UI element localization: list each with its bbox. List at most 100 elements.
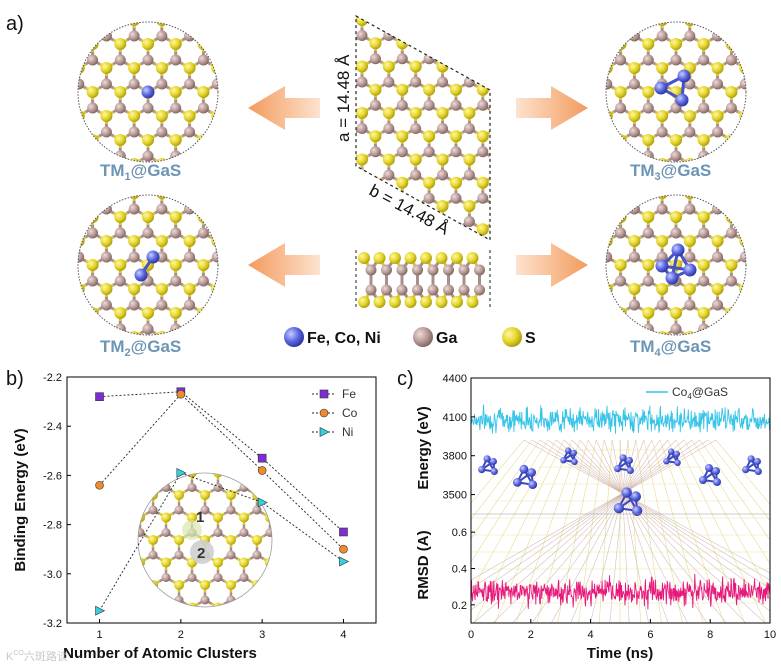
s-atom xyxy=(358,252,370,264)
bond-s xyxy=(202,307,212,315)
bond-ga xyxy=(583,12,590,16)
bond-s xyxy=(586,136,593,140)
s-atom xyxy=(225,86,237,98)
s-atom xyxy=(642,134,655,146)
bond-ga xyxy=(315,59,322,63)
ga-atom xyxy=(427,284,439,296)
bond-ga xyxy=(328,222,335,226)
s-atom xyxy=(382,60,395,73)
bond-ga xyxy=(416,315,423,319)
bond-s xyxy=(58,261,65,265)
bond-ga xyxy=(523,82,530,86)
co4-cluster-snapshot xyxy=(663,448,681,466)
s-atom xyxy=(697,259,710,271)
bond-s xyxy=(550,156,557,160)
bond-ga xyxy=(496,315,503,319)
bond-s xyxy=(724,165,731,169)
bond-s xyxy=(530,318,537,322)
bond-s xyxy=(296,559,302,563)
s-atom xyxy=(697,307,710,319)
bond-ga xyxy=(565,281,572,285)
panel-letter-c: c) xyxy=(397,368,414,390)
tm4-cluster xyxy=(655,243,697,285)
bond-s xyxy=(583,39,590,43)
s-atom xyxy=(382,16,395,26)
ga-atom xyxy=(170,7,181,18)
ga-atom xyxy=(289,7,300,18)
ga-atom xyxy=(170,199,181,210)
bond-ga xyxy=(155,180,162,184)
bond-s xyxy=(543,249,550,253)
bond-s xyxy=(461,16,471,22)
bond-ga xyxy=(475,57,484,64)
bond-s xyxy=(328,156,335,160)
ga-atom xyxy=(642,227,654,239)
ga-atom xyxy=(114,102,126,114)
ga-atom xyxy=(59,324,70,335)
s-atom xyxy=(477,316,489,328)
bond-ga xyxy=(702,327,712,335)
s-atom xyxy=(251,490,262,500)
s-atom xyxy=(642,86,655,98)
trace-energy xyxy=(471,404,770,434)
bond-s xyxy=(496,156,503,160)
bond-ga xyxy=(152,598,161,605)
bond-ga xyxy=(414,34,424,41)
bond-s xyxy=(375,318,382,322)
bond-ga xyxy=(496,129,503,133)
ga-atom xyxy=(698,54,710,66)
mesh-line xyxy=(473,439,685,623)
bond-ga xyxy=(606,130,608,138)
bond-s xyxy=(543,63,550,67)
s-atom xyxy=(670,307,682,319)
s-atom xyxy=(767,283,779,295)
mesh-line xyxy=(611,439,649,623)
tm-atom xyxy=(565,447,572,454)
bond-ga xyxy=(476,338,483,342)
bond-s xyxy=(488,16,490,22)
bond-s xyxy=(238,64,245,68)
bond-ga xyxy=(530,12,537,16)
ga-atom xyxy=(73,348,84,359)
s-atom xyxy=(170,182,182,194)
bond-ga xyxy=(86,12,93,16)
ga-atom xyxy=(712,348,723,359)
ga-atom xyxy=(504,286,515,297)
mesh-line xyxy=(531,439,770,581)
bond-s xyxy=(496,63,503,67)
s-atom xyxy=(753,211,765,223)
bond-ga xyxy=(704,12,711,16)
ga-atom xyxy=(423,99,435,111)
s-atom xyxy=(100,235,113,247)
ga-atom xyxy=(303,123,314,134)
bond-s xyxy=(586,213,593,217)
ga-atom xyxy=(369,53,381,65)
ga-atom xyxy=(443,264,454,276)
bond-s xyxy=(718,189,725,193)
ga-atom xyxy=(170,180,181,191)
s-atom xyxy=(642,259,655,271)
s-atom xyxy=(45,110,57,122)
s-atom xyxy=(698,0,710,2)
site-1-label: 1 xyxy=(196,509,204,526)
bond-s xyxy=(176,184,183,188)
bond-ga xyxy=(593,185,600,189)
ga-atom xyxy=(615,54,627,66)
bond-s xyxy=(155,16,162,20)
ga-atom xyxy=(698,180,709,191)
bond-s xyxy=(612,38,622,46)
bond-s xyxy=(138,473,141,474)
ga-atom xyxy=(437,309,448,320)
bond-ga xyxy=(263,443,269,447)
y-tick-label-rmsd: 0.2 xyxy=(452,600,467,612)
bond-ga xyxy=(250,465,256,469)
bond-ga xyxy=(766,209,773,213)
s-atom xyxy=(642,355,654,367)
bond-ga xyxy=(153,465,159,469)
s-atom xyxy=(169,86,182,98)
ga-atom xyxy=(383,216,395,227)
s-atom xyxy=(531,130,543,142)
ga-atom xyxy=(531,53,542,64)
ga-atom xyxy=(330,309,341,320)
